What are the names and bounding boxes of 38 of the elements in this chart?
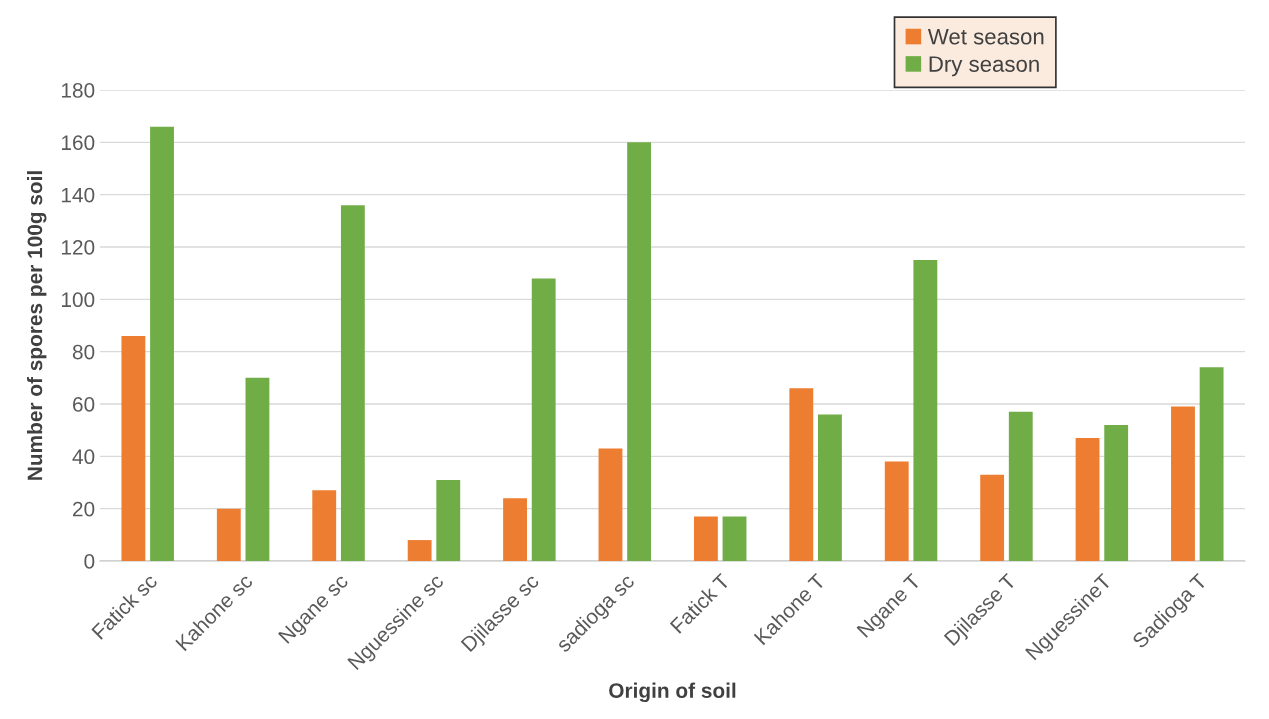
bar [216,508,241,561]
y-tick-label: 100 [61,292,95,308]
y-tick-label: 120 [61,240,95,255]
bar [693,516,718,561]
bar [503,498,527,561]
bar [598,448,623,561]
y-tick-label: 60 [73,397,95,412]
y-tick-label: 80 [72,344,95,360]
y-axis-title: Number of spores per 100g soil [26,171,47,480]
bar [407,540,432,561]
bar [312,490,337,561]
y-tick-label: 140 [61,187,95,203]
bar [884,461,909,561]
bar [980,474,1005,561]
x-axis-title: Origin of soil [609,682,736,703]
bar [150,126,174,561]
bar [1008,411,1033,561]
y-tick-label: 20 [73,501,95,517]
legend-label: Wet season [927,29,1044,45]
bar [436,479,461,561]
bar [121,335,146,561]
bar [1075,438,1100,561]
bar [818,414,842,561]
bar [627,142,652,561]
bar [1171,406,1195,561]
y-tick-label: 0 [84,554,95,569]
y-tick-label: 180 [61,83,95,98]
y-tick-label: 160 [61,135,95,151]
bar [913,260,938,561]
bar [1104,424,1129,561]
bar [722,516,747,561]
bar [340,205,365,561]
y-tick-label: 40 [72,449,95,465]
legend-label: Dry season [929,56,1039,77]
bar [1199,367,1224,561]
bar [245,377,270,561]
bar [789,388,814,561]
bar [531,278,556,561]
